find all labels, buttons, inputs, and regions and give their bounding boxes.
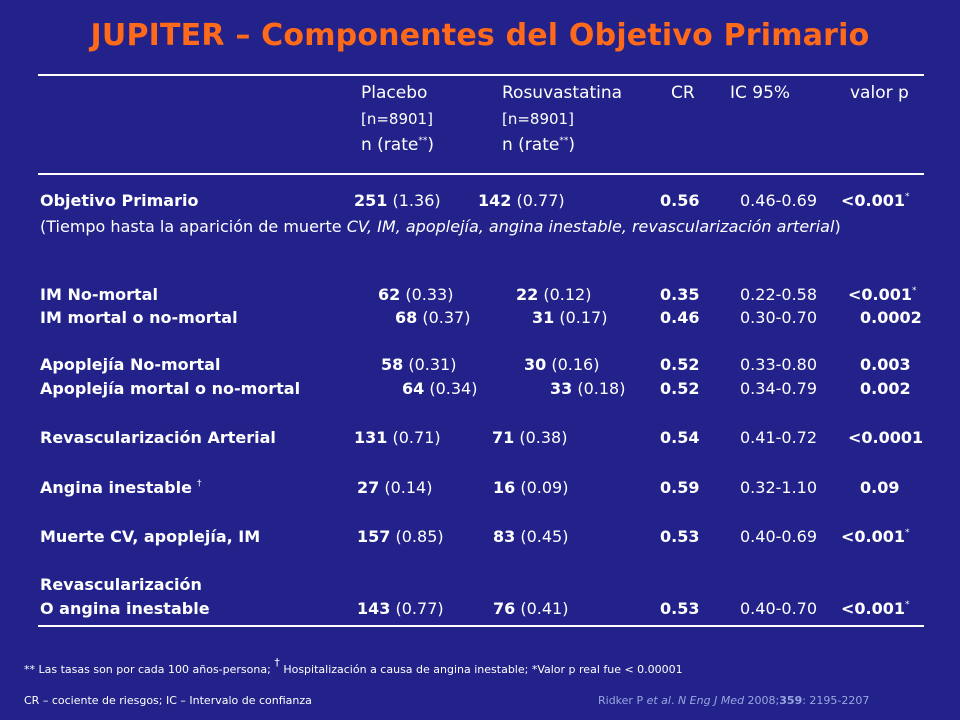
footnote-abbreviations: CR – cociente de riesgos; IC – Intervalo… xyxy=(24,694,312,707)
cr-value: 0.35 xyxy=(660,285,700,304)
rosuva-value: 76 (0.41) xyxy=(493,599,569,618)
rosuva-header: Rosuvastatina xyxy=(502,83,623,103)
placebo-value: 68 (0.37) xyxy=(395,308,471,327)
p-value: 0.002 xyxy=(860,379,911,398)
ic-value: 0.41-0.72 xyxy=(740,428,818,447)
rosuva-n: [n=8901] xyxy=(502,110,574,128)
rosuva-value: 30 (0.16) xyxy=(524,355,600,374)
rosuva-value: 33 (0.18) xyxy=(550,379,626,398)
primary-definition-note: (Tiempo hasta la aparición de muerte CV,… xyxy=(40,217,841,236)
placebo-n: [n=8901] xyxy=(361,110,433,128)
ic-value: 0.40-0.70 xyxy=(740,599,818,618)
cr-value: 0.54 xyxy=(660,428,700,447)
row-label: Apoplejía No-mortal xyxy=(40,355,221,374)
ic-value: 0.32-1.10 xyxy=(740,478,818,497)
placebo-value: 27 (0.14) xyxy=(357,478,433,497)
placebo-value: 251 (1.36) xyxy=(354,191,441,210)
cr-value: 0.53 xyxy=(660,527,700,546)
cr-value: 0.46 xyxy=(660,308,700,327)
footnote-rates: ** Las tasas son por cada 100 años-perso… xyxy=(24,656,683,676)
ic-value: 0.33-0.80 xyxy=(740,355,818,374)
p-value: 0.09 xyxy=(860,478,900,497)
ic-value: 0.22-0.58 xyxy=(740,285,818,304)
rosuva-value: 71 (0.38) xyxy=(492,428,568,447)
cr-value: 0.59 xyxy=(660,478,700,497)
p-value: <0.001* xyxy=(841,191,910,210)
p-value: <0.001* xyxy=(841,527,910,546)
ic-header: IC 95% xyxy=(730,83,791,103)
top-rule xyxy=(38,74,924,76)
placebo-value: 143 (0.77) xyxy=(357,599,444,618)
p-value: <0.0001 xyxy=(848,428,924,447)
rosuva-value: 83 (0.45) xyxy=(493,527,569,546)
rosuva-value: 16 (0.09) xyxy=(493,478,569,497)
row-label: IM mortal o no-mortal xyxy=(40,308,238,327)
cr-header: CR xyxy=(671,83,695,103)
cr-value: 0.52 xyxy=(660,379,700,398)
row-label-line2: O angina inestable xyxy=(40,599,210,618)
rosuva-value: 31 (0.17) xyxy=(532,308,608,327)
cr-value: 0.52 xyxy=(660,355,700,374)
citation: Ridker P et al. N Eng J Med 2008;359: 21… xyxy=(598,694,870,707)
row-label: Apoplejía mortal o no-mortal xyxy=(40,379,301,398)
rosuva-rate-header: n (rate**) xyxy=(502,135,575,155)
placebo-value: 64 (0.34) xyxy=(402,379,478,398)
p-value: 0.003 xyxy=(860,355,911,374)
cr-value: 0.56 xyxy=(660,191,700,210)
p-value: 0.0002 xyxy=(860,308,922,327)
ic-value: 0.30-0.70 xyxy=(740,308,818,327)
row-label: Muerte CV, apoplejía, IM xyxy=(40,527,261,546)
placebo-header: Placebo xyxy=(361,83,428,103)
row-label: Revascularización xyxy=(40,575,202,594)
row-label: IM No-mortal xyxy=(40,285,158,304)
ic-value: 0.34-0.79 xyxy=(740,379,818,398)
ic-value: 0.46-0.69 xyxy=(740,191,818,210)
row-label: Revascularización Arterial xyxy=(40,428,276,447)
placebo-value: 62 (0.33) xyxy=(378,285,454,304)
row-label: Objetivo Primario xyxy=(40,191,199,210)
placebo-value: 131 (0.71) xyxy=(354,428,441,447)
cr-value: 0.53 xyxy=(660,599,700,618)
rosuva-value: 142 (0.77) xyxy=(478,191,565,210)
placebo-value: 58 (0.31) xyxy=(381,355,457,374)
p-value: <0.001* xyxy=(841,599,910,618)
p-header: valor p xyxy=(850,83,909,103)
slide-title: JUPITER – Componentes del Objetivo Prima… xyxy=(90,18,870,53)
dagger-marker: † xyxy=(197,479,202,489)
rosuva-value: 22 (0.12) xyxy=(516,285,592,304)
header-rule xyxy=(38,173,924,175)
bottom-rule xyxy=(38,625,924,627)
p-value: <0.001* xyxy=(848,285,917,304)
placebo-value: 157 (0.85) xyxy=(357,527,444,546)
placebo-rate-header: n (rate**) xyxy=(361,135,434,155)
ic-value: 0.40-0.69 xyxy=(740,527,818,546)
row-label: Angina inestable † xyxy=(40,478,202,497)
